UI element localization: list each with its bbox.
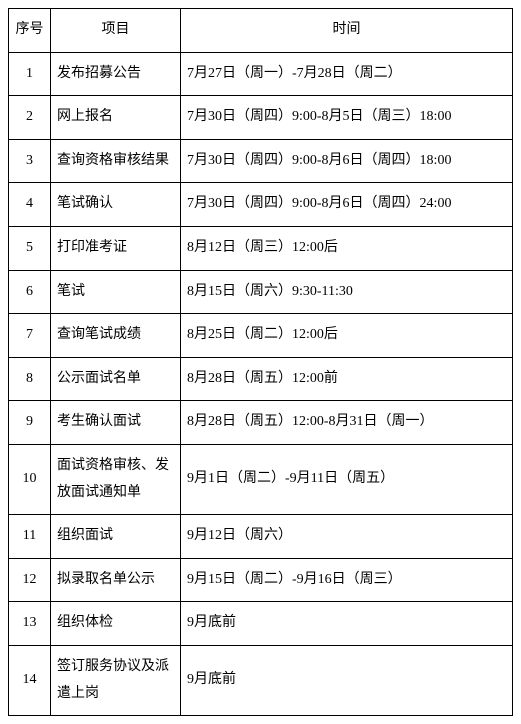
row-item: 查询资格审核结果 bbox=[51, 139, 181, 183]
row-num: 4 bbox=[9, 183, 51, 227]
row-num: 14 bbox=[9, 645, 51, 715]
row-num: 8 bbox=[9, 357, 51, 401]
row-time: 8月15日（周六）9:30-11:30 bbox=[181, 270, 513, 314]
row-time: 7月30日（周四）9:00-8月6日（周四）18:00 bbox=[181, 139, 513, 183]
table-row: 3查询资格审核结果7月30日（周四）9:00-8月6日（周四）18:00 bbox=[9, 139, 513, 183]
table-row: 8公示面试名单8月28日（周五）12:00前 bbox=[9, 357, 513, 401]
row-num: 5 bbox=[9, 226, 51, 270]
row-item: 面试资格审核、发放面试通知单 bbox=[51, 444, 181, 514]
table-row: 12拟录取名单公示9月15日（周二）-9月16日（周三） bbox=[9, 558, 513, 602]
table-row: 5打印准考证8月12日（周三）12:00后 bbox=[9, 226, 513, 270]
row-item: 网上报名 bbox=[51, 96, 181, 140]
row-num: 11 bbox=[9, 515, 51, 559]
row-time: 8月25日（周二）12:00后 bbox=[181, 314, 513, 358]
table-row: 13组织体检9月底前 bbox=[9, 602, 513, 646]
header-num: 序号 bbox=[9, 9, 51, 53]
row-time: 7月27日（周一）-7月28日（周二） bbox=[181, 52, 513, 96]
row-time: 9月底前 bbox=[181, 602, 513, 646]
row-num: 13 bbox=[9, 602, 51, 646]
row-time: 9月1日（周二）-9月11日（周五） bbox=[181, 444, 513, 514]
row-time: 7月30日（周四）9:00-8月6日（周四）24:00 bbox=[181, 183, 513, 227]
row-num: 10 bbox=[9, 444, 51, 514]
row-item: 打印准考证 bbox=[51, 226, 181, 270]
row-num: 3 bbox=[9, 139, 51, 183]
row-time: 8月28日（周五）12:00前 bbox=[181, 357, 513, 401]
table-row: 4笔试确认7月30日（周四）9:00-8月6日（周四）24:00 bbox=[9, 183, 513, 227]
row-item: 查询笔试成绩 bbox=[51, 314, 181, 358]
table-row: 9考生确认面试8月28日（周五）12:00-8月31日（周一） bbox=[9, 401, 513, 445]
row-num: 12 bbox=[9, 558, 51, 602]
row-item: 签订服务协议及派遣上岗 bbox=[51, 645, 181, 715]
header-item: 项目 bbox=[51, 9, 181, 53]
row-item: 组织面试 bbox=[51, 515, 181, 559]
row-item: 笔试 bbox=[51, 270, 181, 314]
table-header-row: 序号 项目 时间 bbox=[9, 9, 513, 53]
row-time: 9月15日（周二）-9月16日（周三） bbox=[181, 558, 513, 602]
row-num: 9 bbox=[9, 401, 51, 445]
table-row: 10面试资格审核、发放面试通知单9月1日（周二）-9月11日（周五） bbox=[9, 444, 513, 514]
row-time: 9月12日（周六） bbox=[181, 515, 513, 559]
table-row: 14签订服务协议及派遣上岗9月底前 bbox=[9, 645, 513, 715]
table-row: 7查询笔试成绩8月25日（周二）12:00后 bbox=[9, 314, 513, 358]
table-row: 2网上报名7月30日（周四）9:00-8月5日（周三）18:00 bbox=[9, 96, 513, 140]
row-num: 6 bbox=[9, 270, 51, 314]
header-time: 时间 bbox=[181, 9, 513, 53]
row-item: 笔试确认 bbox=[51, 183, 181, 227]
schedule-table: 序号 项目 时间 1发布招募公告7月27日（周一）-7月28日（周二）2网上报名… bbox=[8, 8, 513, 716]
row-num: 7 bbox=[9, 314, 51, 358]
row-time: 8月12日（周三）12:00后 bbox=[181, 226, 513, 270]
row-item: 拟录取名单公示 bbox=[51, 558, 181, 602]
row-time: 7月30日（周四）9:00-8月5日（周三）18:00 bbox=[181, 96, 513, 140]
table-body: 1发布招募公告7月27日（周一）-7月28日（周二）2网上报名7月30日（周四）… bbox=[9, 52, 513, 716]
table-row: 1发布招募公告7月27日（周一）-7月28日（周二） bbox=[9, 52, 513, 96]
row-item: 发布招募公告 bbox=[51, 52, 181, 96]
row-time: 8月28日（周五）12:00-8月31日（周一） bbox=[181, 401, 513, 445]
table-row: 6笔试8月15日（周六）9:30-11:30 bbox=[9, 270, 513, 314]
row-item: 组织体检 bbox=[51, 602, 181, 646]
row-num: 1 bbox=[9, 52, 51, 96]
row-num: 2 bbox=[9, 96, 51, 140]
row-item: 公示面试名单 bbox=[51, 357, 181, 401]
table-row: 11组织面试9月12日（周六） bbox=[9, 515, 513, 559]
row-item: 考生确认面试 bbox=[51, 401, 181, 445]
row-time: 9月底前 bbox=[181, 645, 513, 715]
